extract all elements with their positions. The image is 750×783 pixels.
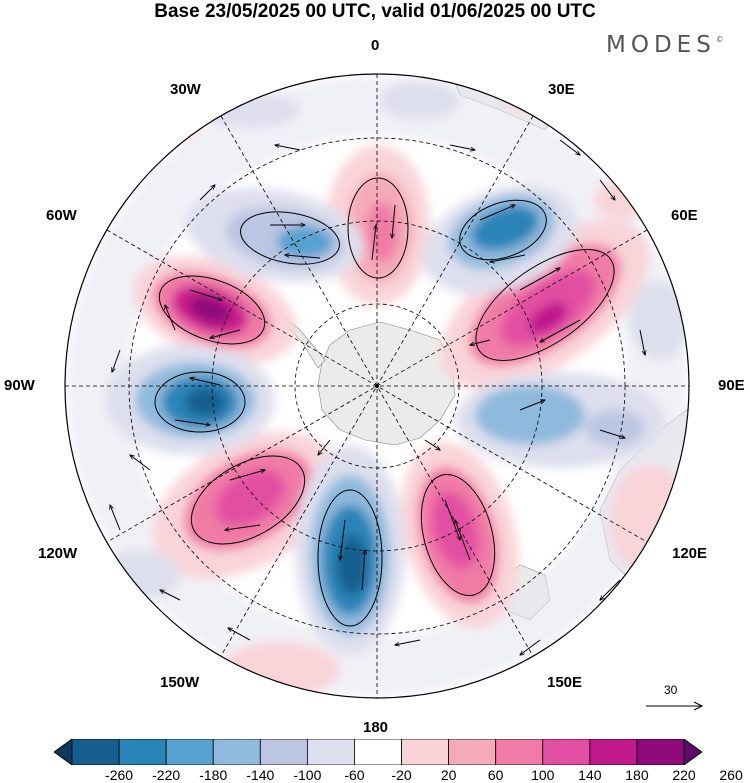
- lon-label-60e: 60E: [671, 207, 698, 224]
- logo-mark: ©: [715, 35, 724, 44]
- negative-anomaly-30w: [186, 188, 364, 282]
- negative-anomaly-90e: [455, 372, 665, 468]
- negative-anomaly-45e: [422, 185, 578, 295]
- colorbar-labels: -260 -220 -180 -140 -100 -60 -20 20 60 100 140 180 2…: [0, 767, 750, 783]
- polar-map: [64, 73, 690, 699]
- colorbar-tick-label: -20: [391, 767, 412, 783]
- lon-label-120e: 120E: [672, 545, 708, 562]
- colorbar-tick-label: -100: [293, 767, 322, 783]
- colorbar: [54, 739, 702, 765]
- colorbar-segment: [589, 739, 638, 765]
- antarctica-land: [317, 321, 456, 446]
- modes-logo: MODES©: [606, 32, 724, 58]
- colorbar-tick-label: 180: [625, 767, 649, 783]
- colorbar-segment: [54, 739, 73, 765]
- colorbar-tick-label: -220: [152, 767, 181, 783]
- colorbar-tick-label: -140: [246, 767, 275, 783]
- colorbar-tick-label: 220: [672, 767, 696, 783]
- colorbar-segment: [448, 739, 497, 765]
- colorbar-segment: [165, 739, 214, 765]
- map-boundary: [64, 73, 690, 699]
- colorbar-tick-label: 100: [531, 767, 555, 783]
- colorbar-segment: [636, 739, 685, 765]
- lon-label-150e: 150E: [547, 674, 583, 691]
- reference-vector-label: 30: [664, 683, 678, 697]
- colorbar-tick-label: 260: [719, 767, 743, 783]
- positive-anomaly-120w: [153, 431, 337, 579]
- colorbar-tick-label: -180: [199, 767, 228, 783]
- wind-vectors: [110, 139, 645, 655]
- colorbar-tick-label: 60: [487, 767, 504, 783]
- lon-label-180: 180: [363, 719, 389, 736]
- colorbar-segment: [306, 739, 355, 765]
- colorbar-segment: [71, 739, 120, 765]
- lon-label-90w: 90W: [4, 377, 35, 394]
- colorbar-segment: [354, 739, 402, 765]
- colorbar-segment: [212, 739, 261, 765]
- colorbar-tick-label: 20: [440, 767, 457, 783]
- negative-anomaly-90w: [105, 345, 275, 455]
- positive-anomaly-60e: [440, 220, 650, 390]
- pole-marker: [375, 384, 379, 388]
- colorbar-tick-label: 140: [578, 767, 602, 783]
- colorbar-segment: [118, 739, 167, 765]
- reference-vector-arrow: [646, 701, 704, 711]
- colorbar-tick-label: -260: [105, 767, 134, 783]
- colorbar-tick-label: -60: [344, 767, 365, 783]
- lon-label-120w: 120W: [38, 545, 78, 562]
- map-disc: [65, 74, 689, 698]
- colorbar-segment: [495, 739, 544, 765]
- lon-label-30w: 30W: [170, 81, 201, 98]
- colorbar-segment: [542, 739, 591, 765]
- colorbar-segment: [683, 739, 702, 765]
- positive-anomaly-60w: [133, 256, 297, 364]
- colorbar-segment: [401, 739, 450, 765]
- colorbar-segment: [259, 739, 308, 765]
- lon-label-60w: 60W: [46, 207, 77, 224]
- lon-label-30e: 30E: [548, 81, 575, 98]
- lon-label-150w: 150W: [160, 674, 200, 691]
- chart-title: Base 23/05/2025 00 UTC, valid 01/06/2025…: [154, 1, 596, 22]
- logo-text: MODES: [606, 32, 716, 58]
- negative-anomaly-180: [295, 445, 405, 655]
- lon-label-90e: 90E: [718, 377, 745, 394]
- lon-label-0: 0: [371, 37, 380, 54]
